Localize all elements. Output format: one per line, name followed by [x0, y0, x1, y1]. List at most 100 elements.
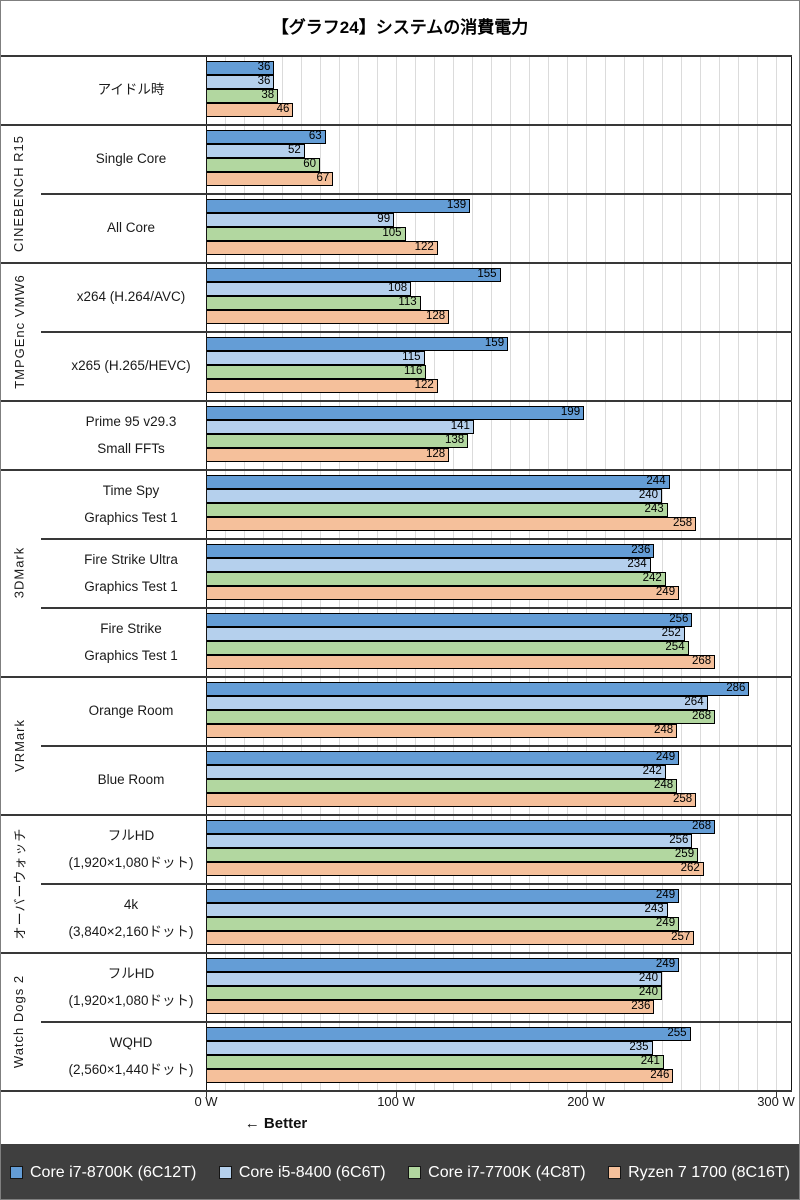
bar-row: 286 264 268 248 — [206, 676, 792, 745]
bar-value-label: 243 — [644, 503, 664, 516]
bar-value-label: 240 — [638, 972, 658, 985]
category-label-line: (1,920×1,080ドット) — [68, 992, 194, 1008]
legend: Core i7-8700K (6C12T) Core i5-8400 (6C6T)… — [1, 1144, 799, 1199]
bar: 249 — [206, 889, 680, 903]
group-label-text: オーバーウォッチ — [12, 827, 28, 939]
bar: 60 — [206, 158, 320, 172]
bar-value-label: 241 — [640, 1055, 660, 1068]
bar-value-label: 105 — [382, 227, 402, 240]
group-label: Watch Dogs 2 — [1, 952, 37, 1090]
bar: 249 — [206, 917, 680, 931]
category-label-line: Graphics Test 1 — [84, 647, 178, 663]
group-separator — [1, 814, 792, 816]
bar-value-label: 141 — [450, 420, 470, 433]
bar-value-label: 128 — [426, 310, 446, 323]
bar-value-label: 242 — [642, 765, 662, 778]
bar: 113 — [206, 296, 421, 310]
bar-value-label: 128 — [426, 448, 446, 461]
category-label: Fire Strike Graphics Test 1 — [56, 607, 206, 676]
group-label: 3DMark — [1, 469, 37, 676]
bar: 236 — [206, 544, 655, 558]
category-label: Prime 95 v29.3 Small FFTs — [56, 400, 206, 469]
bar: 46 — [206, 103, 294, 117]
group-label: オーバーウォッチ — [1, 814, 37, 952]
legend-item: Core i7-7700K (4C8T) — [408, 1164, 586, 1182]
bar-row: 199 141 138 128 — [206, 400, 792, 469]
legend-item: Ryzen 7 1700 (8C16T) — [608, 1164, 790, 1182]
category-label-line: x265 (H.265/HEVC) — [71, 358, 191, 373]
bar-value-label: 122 — [414, 241, 434, 254]
bar-row: 249 242 248 258 — [206, 745, 792, 814]
group-label-text: Watch Dogs 2 — [11, 974, 27, 1068]
bar: 258 — [206, 517, 697, 531]
bar: 116 — [206, 365, 427, 379]
row-separator — [41, 745, 792, 747]
row-separator — [41, 331, 792, 333]
gridline — [700, 55, 701, 1090]
group-label: VRMark — [1, 676, 37, 814]
bar: 67 — [206, 172, 334, 186]
group-separator — [1, 55, 792, 57]
x-axis-tick — [586, 1090, 587, 1097]
bar-row: 268 256 259 262 — [206, 814, 792, 883]
row-separator — [41, 607, 792, 609]
bar: 255 — [206, 1027, 691, 1041]
legend-item-label: Ryzen 7 1700 (8C16T) — [628, 1163, 790, 1181]
bar-value-label: 255 — [667, 1027, 687, 1040]
bar-value-label: 259 — [674, 848, 695, 861]
bar: 105 — [206, 227, 406, 241]
bar-value-label: 138 — [445, 434, 465, 447]
bar: 36 — [206, 61, 275, 75]
bar: 257 — [206, 931, 695, 945]
bar-row: 139 99 105 122 — [206, 193, 792, 262]
bar: 249 — [206, 958, 680, 972]
bar: 115 — [206, 351, 425, 365]
category-label-line: Graphics Test 1 — [84, 578, 178, 594]
bar-value-label: 268 — [692, 820, 712, 833]
legend-swatch — [218, 1166, 232, 1179]
category-label: アイドル時 — [56, 55, 206, 124]
bar: 241 — [206, 1055, 664, 1069]
category-label-line: 4k — [123, 896, 139, 912]
category-label: Orange Room — [56, 676, 206, 745]
x-axis-tick — [206, 1090, 207, 1097]
bar-value-label: 258 — [673, 793, 693, 806]
bar-value-label: 240 — [638, 489, 658, 502]
bar-value-label: 46 — [276, 103, 290, 116]
chart-title: 【グラフ24】システムの消費電力 — [271, 18, 529, 37]
category-label-line: Time Spy — [102, 482, 160, 498]
row-separator — [41, 883, 792, 885]
bar: 240 — [206, 972, 662, 986]
category-label: x264 (H.264/AVC) — [56, 262, 206, 331]
bar-value-label: 38 — [261, 89, 275, 102]
bar-value-label: 234 — [627, 558, 647, 571]
bar-value-label: 199 — [560, 406, 581, 419]
category-label-line: アイドル時 — [97, 82, 165, 97]
legend-swatch — [10, 1166, 23, 1179]
bar: 199 — [206, 406, 585, 420]
category-label-line: フルHD — [107, 827, 155, 843]
bar: 246 — [206, 1069, 674, 1083]
bar: 38 — [206, 89, 279, 103]
bar-value-label: 159 — [484, 337, 505, 350]
bar-row: 36 36 38 46 — [206, 55, 792, 124]
bar: 262 — [206, 862, 704, 876]
bar-value-label: 52 — [288, 144, 301, 157]
bar-value-label: 268 — [692, 655, 712, 668]
bar-row: 255 235 241 246 — [206, 1021, 792, 1090]
bar-value-label: 244 — [646, 475, 666, 488]
category-label-line: Blue Room — [97, 772, 165, 787]
bar-value-label: 60 — [303, 158, 316, 171]
bar: 256 — [206, 613, 693, 627]
category-label-line: (2,560×1,440ドット) — [68, 1061, 194, 1077]
x-axis-tick-label: 200 W — [567, 1094, 605, 1109]
bar-value-label: 236 — [631, 1000, 651, 1013]
bar: 244 — [206, 475, 670, 489]
category-label: 4k (3,840×2,160ドット) — [56, 883, 206, 952]
category-label: x265 (H.265/HEVC) — [56, 331, 206, 400]
bar: 242 — [206, 765, 666, 779]
legend-item: Core i5-8400 (6C6T) — [218, 1164, 386, 1182]
bar-value-label: 67 — [316, 172, 330, 185]
bar: 264 — [206, 696, 708, 710]
bar: 256 — [206, 834, 693, 848]
